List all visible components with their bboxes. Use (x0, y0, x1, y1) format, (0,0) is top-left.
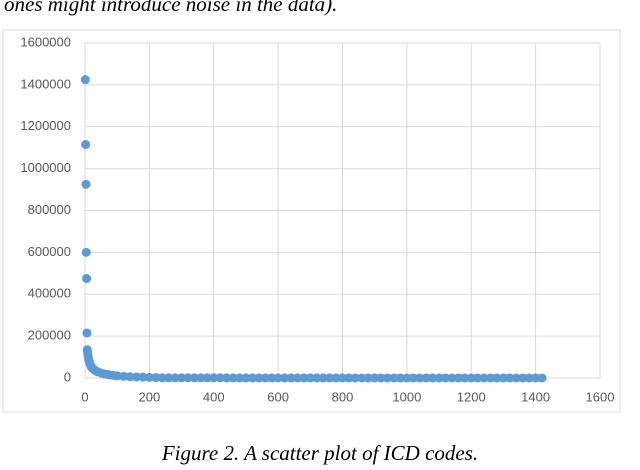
point (138, 372, 148, 382)
point (498, 373, 508, 383)
point (189, 373, 199, 383)
point (292, 373, 302, 383)
y-tick-label: 1200000 (20, 118, 71, 133)
point (428, 373, 438, 383)
point (82, 274, 92, 284)
point (235, 373, 244, 383)
point (273, 373, 283, 383)
point (177, 373, 187, 383)
x-tick-label: 600 (267, 389, 289, 404)
point (492, 373, 502, 383)
x-tick-label: 1600 (586, 389, 615, 404)
point (222, 373, 232, 383)
point (511, 373, 521, 383)
point (80, 75, 90, 85)
point (505, 373, 515, 383)
point (112, 371, 122, 381)
point (350, 373, 360, 383)
point (421, 373, 431, 383)
points (80, 75, 547, 383)
x-tick-label: 1200 (457, 389, 486, 404)
point (164, 373, 174, 383)
point (434, 373, 444, 383)
x-tick-label: 800 (332, 389, 354, 404)
point (241, 373, 251, 383)
point (144, 372, 154, 382)
point (119, 371, 129, 381)
point (338, 373, 347, 383)
x-tick-label: 0 (81, 389, 88, 404)
point (395, 373, 405, 383)
point (157, 373, 167, 383)
point (81, 247, 91, 257)
point (370, 373, 380, 383)
point (325, 373, 335, 383)
point (441, 373, 450, 383)
x-tick-label: 200 (139, 389, 161, 404)
point (151, 373, 161, 383)
point (357, 373, 367, 383)
point (260, 373, 270, 383)
point (466, 373, 476, 383)
x-tick-label: 1400 (521, 389, 550, 404)
point (267, 373, 277, 383)
point (331, 373, 341, 383)
point (524, 373, 534, 383)
x-tick-label: 1000 (392, 389, 421, 404)
y-tick-label: 0 (64, 369, 71, 384)
point (479, 373, 489, 383)
point (312, 373, 322, 383)
point (531, 373, 541, 383)
point (453, 373, 463, 383)
y-tick-label: 600000 (28, 244, 71, 259)
point (299, 373, 309, 383)
point (460, 373, 470, 383)
preceding-text: ones might introduce noise in the data). (4, 0, 337, 16)
point (383, 373, 393, 383)
y-tick-label: 400000 (28, 286, 71, 301)
point (209, 373, 219, 383)
point (81, 179, 91, 189)
point (363, 373, 373, 383)
caption: Figure 2. A scatter plot of ICD codes. (161, 441, 478, 465)
point (537, 373, 547, 383)
y-tick-label: 1000000 (20, 160, 71, 175)
y-tick-label: 800000 (28, 202, 71, 217)
point (415, 373, 425, 383)
point (447, 373, 457, 383)
point (202, 373, 212, 383)
grid: 0 200000 400000 600000 800000 1000000 1200000 1… (20, 34, 614, 404)
point (125, 372, 135, 382)
point (81, 140, 91, 150)
point (344, 373, 354, 383)
point (376, 373, 386, 383)
point (82, 328, 92, 338)
point (473, 373, 483, 383)
point (196, 373, 206, 383)
x-tick-label: 400 (203, 389, 225, 404)
point (254, 373, 264, 383)
point (132, 372, 141, 382)
y-tick-label: 1400000 (20, 76, 71, 91)
y-tick-label: 1600000 (20, 34, 71, 49)
point (389, 373, 399, 383)
y-tick-label: 200000 (28, 328, 71, 343)
point (402, 373, 412, 383)
point (408, 373, 418, 383)
chart-frame (2, 29, 621, 413)
point (228, 373, 238, 383)
point (280, 373, 290, 383)
point (183, 373, 193, 383)
point (286, 373, 296, 383)
point (247, 373, 257, 383)
point (170, 373, 180, 383)
point (318, 373, 328, 383)
point (486, 373, 496, 383)
point (305, 373, 315, 383)
point (215, 373, 225, 383)
point (518, 373, 528, 383)
